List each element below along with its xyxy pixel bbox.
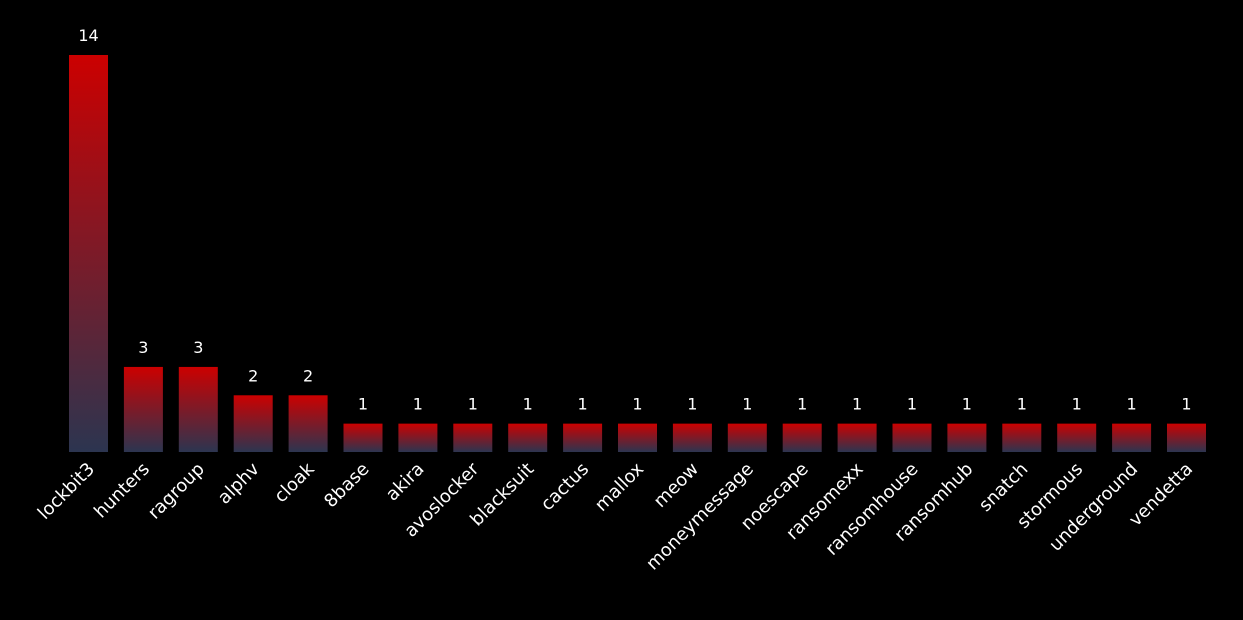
bar-ransomexx — [837, 423, 877, 452]
value-label-stormous: 1 — [1072, 395, 1082, 414]
value-label-meow: 1 — [687, 395, 697, 414]
bar-cloak — [288, 395, 328, 452]
bar-meow — [672, 423, 712, 452]
value-labels-group: 14 3 3 2 2 1 1 1 1 1 1 1 1 1 1 1 1 1 1 1 1 — [78, 26, 1191, 414]
value-label-ragroup: 3 — [193, 338, 203, 357]
value-label-snatch: 1 — [1017, 395, 1027, 414]
value-label-8base: 1 — [358, 395, 368, 414]
bar-hunters — [123, 366, 163, 452]
tick-label-cloak: cloak — [270, 458, 319, 507]
value-label-hunters: 3 — [138, 338, 148, 357]
value-label-cactus: 1 — [578, 395, 588, 414]
tick-label-8base: 8base — [320, 459, 373, 512]
bar-ransomhub — [947, 423, 987, 452]
bar-blacksuit — [508, 423, 548, 452]
bar-moneymessage — [727, 423, 767, 452]
value-label-alphv: 2 — [248, 366, 258, 385]
value-label-ransomexx: 1 — [852, 395, 862, 414]
value-label-ransomhouse: 1 — [907, 395, 917, 414]
bar-8base — [343, 423, 383, 452]
bar-avoslocker — [453, 423, 493, 452]
tick-label-ragroup: ragroup — [144, 459, 209, 524]
value-label-akira: 1 — [413, 395, 423, 414]
bar-underground — [1112, 423, 1152, 452]
tick-label-akira: akira — [382, 459, 429, 506]
bar-noescape — [782, 423, 822, 452]
bar-lockbit3 — [69, 55, 108, 452]
bar-cactus — [563, 423, 603, 452]
value-label-mallox: 1 — [632, 395, 642, 414]
value-label-avoslocker: 1 — [468, 395, 478, 414]
bar-vendetta — [1167, 423, 1206, 452]
tick-label-lockbit3: lockbit3 — [34, 459, 99, 524]
tick-label-meow: meow — [650, 459, 703, 512]
value-label-moneymessage: 1 — [742, 395, 752, 414]
bar-akira — [398, 423, 438, 452]
value-label-lockbit3: 14 — [78, 26, 98, 45]
tick-label-hunters: hunters — [90, 459, 154, 523]
bar-alphv — [233, 395, 273, 452]
bar-stormous — [1057, 423, 1097, 452]
value-label-noescape: 1 — [797, 395, 807, 414]
tick-label-cactus: cactus — [537, 459, 593, 515]
tick-label-mallox: mallox — [591, 458, 648, 515]
value-label-ransomhub: 1 — [962, 395, 972, 414]
bar-ransomhouse — [892, 423, 932, 452]
tick-label-alphv: alphv — [214, 458, 264, 508]
value-label-vendetta: 1 — [1181, 395, 1191, 414]
value-label-underground: 1 — [1127, 395, 1137, 414]
bars-group — [69, 55, 1206, 452]
bar-mallox — [618, 423, 657, 452]
bar-snatch — [1002, 423, 1042, 452]
bar-ragroup — [178, 366, 218, 452]
value-label-blacksuit: 1 — [523, 395, 533, 414]
value-label-cloak: 2 — [303, 366, 313, 385]
